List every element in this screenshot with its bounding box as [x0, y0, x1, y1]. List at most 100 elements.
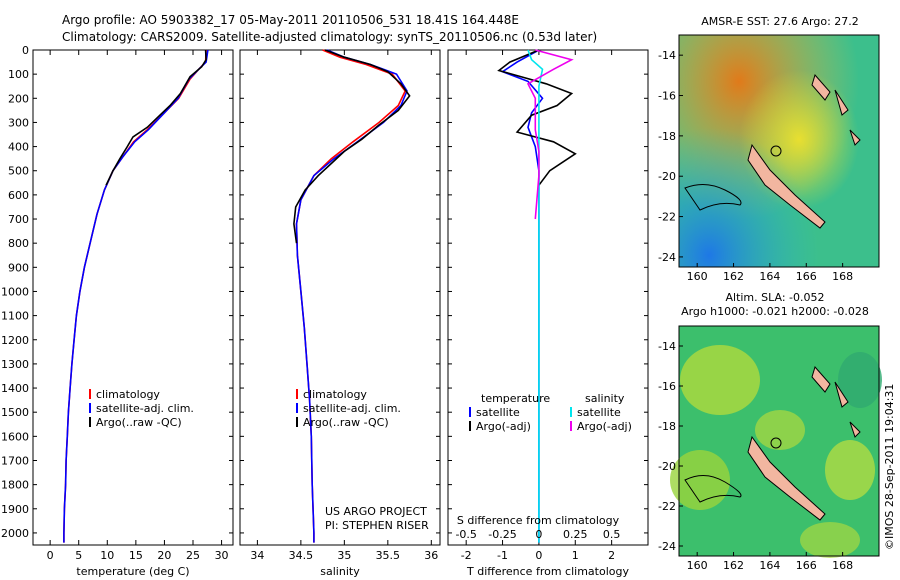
series-line-t-argo — [497, 49, 577, 186]
y-tick-label: 200 — [8, 92, 29, 105]
y-tick-label: 700 — [8, 213, 29, 226]
vanuatu-islands — [811, 73, 861, 146]
legend-label: satellite-adj. clim. — [96, 402, 194, 415]
argo-location-marker — [770, 145, 782, 157]
salinity-panel: 34 34.5 35 35.5 36 salinity climatologysatelli… — [239, 49, 441, 578]
header-line2: Climatology: CARS2009. Satellite-adjuste… — [62, 30, 597, 44]
x-axis-label: temperature (deg C) — [76, 565, 189, 578]
difference-panel: -2 -1 0 1 2 T difference from climatology temp… — [447, 49, 649, 578]
sla-map: Altim. SLA: -0.052 Argo h1000: -0.021 h2… — [658, 291, 882, 572]
x-tick-label: -1 — [497, 549, 508, 562]
plot-frame — [32, 49, 234, 546]
new-caledonia-shape — [747, 143, 826, 229]
map-x-tick-label: 168 — [832, 270, 853, 283]
x-tick-label: 5 — [75, 549, 82, 562]
x-tick-label: 35 — [337, 549, 351, 562]
series-line-climatology — [63, 49, 207, 543]
map-x-tick-label: 160 — [687, 270, 708, 283]
project-annotation: US ARGO PROJECT — [325, 505, 427, 518]
sst-map: AMSR-E SST: 27.6 Argo: 27.2 160 162 164 166… — [658, 15, 880, 283]
sla-map-title: Altim. SLA: -0.052 — [725, 291, 824, 304]
legend-label: Argo(..raw -QC) — [303, 416, 389, 429]
series-line-s-argo — [526, 49, 574, 220]
legend-header-temperature: temperature — [481, 392, 550, 405]
x-tick-label: 0 — [535, 549, 542, 562]
series-line-satellite — [63, 49, 209, 543]
project-annotation: PI: STEPHEN RISER — [325, 519, 429, 532]
x-tick-label: 15 — [129, 549, 143, 562]
x-tick-label: 34 — [250, 549, 264, 562]
legend-label: satellite-adj. clim. — [303, 402, 401, 415]
map-x-tick-label: 166 — [796, 270, 817, 283]
y-tick-label: 1800 — [1, 479, 29, 492]
map-y-tick-label: -18 — [658, 420, 676, 433]
map-y-tick-label: -18 — [658, 130, 676, 143]
x-tick-label: 10 — [100, 549, 114, 562]
map-y-tick-label: -22 — [658, 211, 676, 224]
y-tick-label: 600 — [8, 189, 29, 202]
x-tick-label: 20 — [157, 549, 171, 562]
legend-header-salinity: salinity — [585, 392, 625, 405]
map-x-tick-label: 164 — [759, 270, 780, 283]
y-tick-label: 1300 — [1, 358, 29, 371]
legend-label: climatology — [303, 388, 367, 401]
map-x-tick-label: 166 — [796, 559, 817, 572]
legend-label: climatology — [96, 388, 160, 401]
top-tick-label: 0 — [535, 528, 542, 541]
y-tick-label: 300 — [8, 116, 29, 129]
plot-frame — [239, 49, 441, 546]
map-y-tick-label: -14 — [658, 340, 676, 353]
new-caledonia-shape-sla — [747, 435, 826, 521]
map-y-tick-label: -22 — [658, 500, 676, 513]
legend-label: Argo(..raw -QC) — [96, 416, 182, 429]
sst-contour — [684, 184, 742, 211]
map-y-tick-label: -14 — [658, 49, 676, 62]
legend-label: satellite — [577, 406, 621, 419]
y-tick-label: 1600 — [1, 430, 29, 443]
top-axis-label: S difference from climatology — [457, 514, 620, 527]
map-x-tick-label: 162 — [723, 559, 744, 572]
legend-label: Argo(-adj) — [476, 420, 531, 433]
sla-map-subtitle: Argo h1000: -0.021 h2000: -0.028 — [681, 305, 869, 318]
plot-frame — [447, 49, 649, 546]
legend-label: satellite — [476, 406, 520, 419]
y-tick-label: 1000 — [1, 285, 29, 298]
y-tick-label: 1900 — [1, 503, 29, 516]
y-tick-label: 900 — [8, 261, 29, 274]
temperature-panel: 0 5 10 15 20 25 30 temperature (deg C) 0 100 200 30… — [1, 44, 234, 578]
legend-label: Argo(-adj) — [577, 420, 632, 433]
header-line1: Argo profile: AO 5903382_17 05-May-2011 … — [62, 13, 519, 27]
y-tick-label: 2000 — [1, 527, 29, 540]
y-tick-label: 1200 — [1, 334, 29, 347]
x-tick-label: 35.5 — [376, 549, 401, 562]
series-line-s-satellite — [527, 49, 544, 543]
y-tick-label: 800 — [8, 237, 29, 250]
top-tick-label: 0.25 — [563, 528, 588, 541]
x-tick-label: 0 — [47, 549, 54, 562]
map-x-tick-label: 160 — [687, 559, 708, 572]
x-axis-label: salinity — [320, 565, 360, 578]
x-tick-label: -2 — [461, 549, 472, 562]
y-tick-label: 1500 — [1, 406, 29, 419]
map-y-tick-label: -16 — [658, 90, 676, 103]
map-x-tick-label: 162 — [723, 270, 744, 283]
map-y-tick-label: -24 — [658, 251, 676, 264]
series-line-argo — [293, 49, 411, 244]
y-tick-label: 1400 — [1, 382, 29, 395]
x-tick-label: 1 — [572, 549, 579, 562]
series-line-argo — [105, 49, 207, 186]
y-tick-label: 1100 — [1, 310, 29, 323]
y-tick-label: 1700 — [1, 454, 29, 467]
map-y-tick-label: -24 — [658, 540, 676, 553]
map-y-tick-label: -16 — [658, 380, 676, 393]
x-tick-label: 34.5 — [289, 549, 314, 562]
x-axis-label: T difference from climatology — [466, 565, 629, 578]
top-tick-label: 0.5 — [603, 528, 621, 541]
top-tick-label: -0.5 — [455, 528, 476, 541]
x-tick-label: 30 — [215, 549, 229, 562]
x-tick-label: 25 — [186, 549, 200, 562]
map-x-tick-label: 164 — [759, 559, 780, 572]
x-tick-label: 36 — [424, 549, 438, 562]
sst-map-title: AMSR-E SST: 27.6 Argo: 27.2 — [701, 15, 859, 28]
map-y-tick-label: -20 — [658, 170, 676, 183]
